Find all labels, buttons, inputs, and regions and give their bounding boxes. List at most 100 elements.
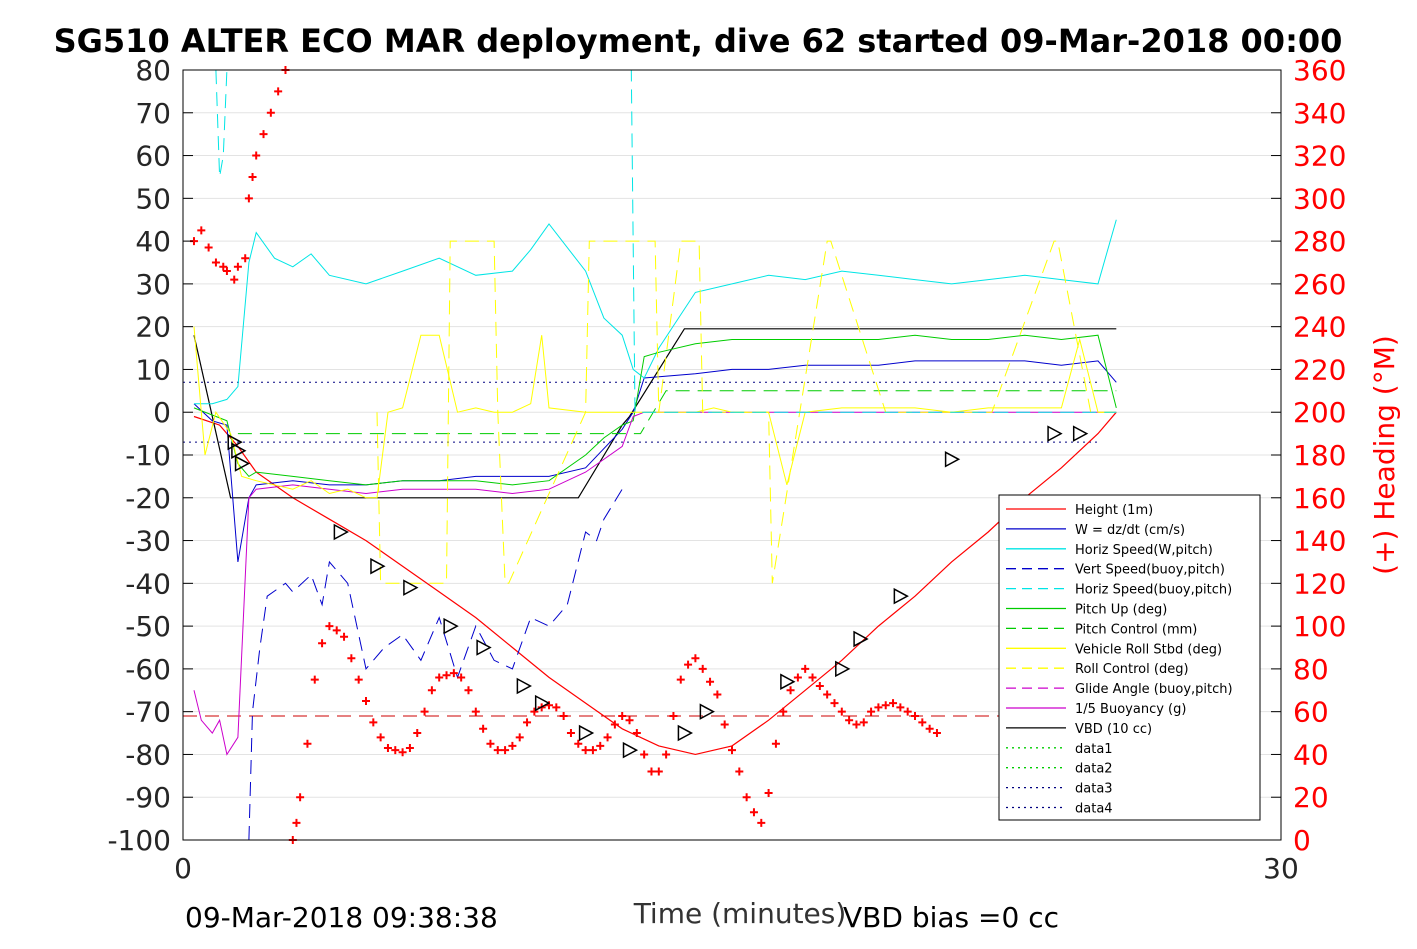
heading-point [340,632,349,641]
triangle-marker [333,523,349,541]
heading-point [318,639,327,648]
heading-point [676,675,685,684]
y-right-tick-label: 140 [1293,525,1346,558]
heading-point [266,108,275,117]
heading-point [793,673,802,682]
y-tick-label: 10 [135,353,171,386]
heading-point [559,711,568,720]
y-tick-label: -40 [125,567,171,600]
y-right-tick-label: 0 [1293,824,1311,857]
y-right-tick-label: 180 [1293,439,1346,472]
triangle-marker [622,741,639,759]
y-right-tick-label: 120 [1293,567,1346,600]
heading-point [830,699,839,708]
series-w [193,360,1117,562]
legend-label: Roll Control (deg) [1075,662,1189,677]
y-right-tick-label: 240 [1293,311,1346,344]
triangle-marker [893,587,909,605]
heading-point [632,729,641,738]
y-tick-label: -20 [125,482,171,515]
heading-point [581,746,590,755]
y-tick-label: -60 [125,653,171,686]
legend-label: data1 [1075,742,1113,757]
heading-point [486,739,495,748]
y-tick-label: 40 [135,225,171,258]
heading-point [523,718,532,727]
heading-point [501,746,510,755]
y-right-tick-label: 260 [1293,268,1346,301]
heading-point [296,793,305,802]
legend-label: Vehicle Roll Stbd (deg) [1075,642,1222,657]
heading-point [610,720,619,729]
heading-point [815,682,824,690]
y-tick-label: 60 [135,140,171,173]
triangle-marker [476,639,492,656]
footer-vbd-bias: VBD bias =0 cc [843,901,1059,934]
heading-point [303,739,312,748]
triangle-marker [578,724,595,742]
heading-point [669,711,678,720]
heading-point [662,750,671,759]
heading-point [603,733,612,742]
heading-point [347,654,356,663]
y-right-tick-label: 320 [1293,140,1346,173]
x-tick-label: 30 [1263,852,1299,885]
heading-point [779,707,788,716]
heading-point [222,267,231,276]
y-right-tick-label: 220 [1293,353,1346,386]
heading-point [925,724,934,733]
heading-point [369,718,378,727]
heading-point [749,808,758,817]
y-tick-label: -10 [125,439,171,472]
legend-label: Pitch Control (mm) [1075,622,1197,637]
legend-label: Glide Angle (buoy,pitch) [1075,682,1233,697]
triangle-marker [944,451,961,468]
heading-point [720,720,729,729]
y-tick-label: 0 [153,396,171,429]
y-axis-left: 80 70 60 50 40 30 20 10 0 -10 -20 -30 -40 -50 -60 -70 -8… [107,54,193,857]
heading-point [867,707,876,716]
heading-point [654,767,663,776]
y-tick-label: 20 [135,311,171,344]
heading-point [376,733,385,742]
heading-point [248,172,257,181]
y-axis-right-label: (+) Heading (°M) [1368,335,1401,575]
triangle-marker [699,703,715,720]
heading-point [457,673,466,682]
triangle-marker [403,579,419,596]
heading-point [427,686,436,695]
triangle-marker [231,442,247,459]
heading-point [405,744,414,753]
heading-point [442,671,451,680]
heading-point [735,767,744,776]
heading-point [889,699,898,708]
y-tick-label: 50 [135,182,171,215]
y-tick-label: -30 [125,525,171,558]
heading-point [197,226,206,235]
legend-label: data4 [1075,802,1113,817]
heading-point [932,729,941,738]
heading-point [596,741,605,750]
y-tick-label: 80 [135,54,171,87]
series-vbd [193,328,1117,499]
legend-label: Pitch Up (deg) [1075,603,1167,618]
triangle-marker [780,673,796,690]
heading-point [310,675,319,684]
heading-point [515,733,524,742]
legend-label: Horiz Speed(buoy,pitch) [1075,583,1232,598]
legend-label: Vert Speed(buoy,pitch) [1075,563,1225,578]
legend: Height (1m) W = dz/dt (cm/s) Horiz Speed(W… [998,494,1261,821]
heading-point [713,690,722,699]
legend-label: data2 [1075,762,1113,777]
heading-point [691,654,700,663]
triangle-marker [443,617,459,635]
y-right-tick-label: 40 [1293,738,1329,771]
triangle-marker [853,630,869,648]
heading-point [881,701,890,710]
y-axis-right: 3603403203002802602402202001801601401201… [1271,54,1346,857]
triangle-marker [516,677,532,695]
heading-point [241,254,250,263]
heading-point [479,724,488,733]
heading-point [362,696,370,705]
heading-point [640,750,649,759]
